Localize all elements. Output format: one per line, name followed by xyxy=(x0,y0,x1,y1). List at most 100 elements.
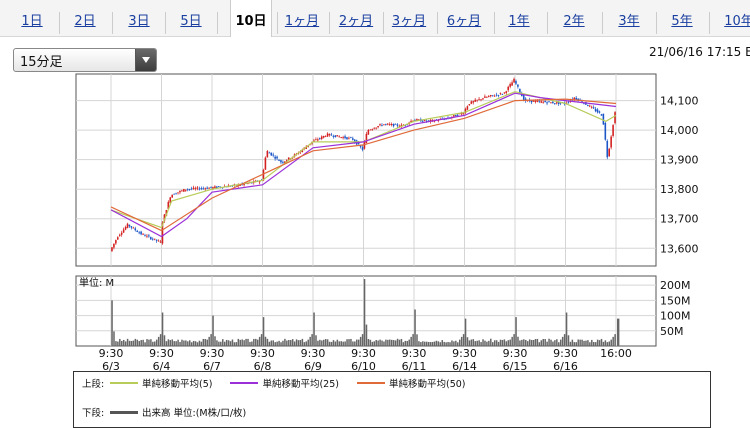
volume-bar xyxy=(412,334,414,346)
candle-body xyxy=(491,95,494,97)
volume-bar xyxy=(437,341,440,346)
tab-0[interactable]: 1日 xyxy=(21,14,43,29)
volume-bar xyxy=(264,336,267,346)
volume-bar xyxy=(352,341,354,346)
volume-bar xyxy=(227,340,230,346)
volume-bar xyxy=(175,341,177,346)
volume-bar xyxy=(361,334,364,346)
volume-bar xyxy=(251,341,253,346)
candle-body xyxy=(155,239,158,241)
candle-body xyxy=(392,123,395,127)
volume-bar xyxy=(612,336,614,346)
volume-bar xyxy=(396,338,399,346)
candle-body xyxy=(478,98,480,100)
volume-bar xyxy=(188,340,191,346)
volume-bar xyxy=(216,340,218,346)
volume-bar xyxy=(187,341,189,346)
volume-bar xyxy=(441,340,443,346)
volume-bar xyxy=(521,339,523,346)
tab-separator xyxy=(655,12,657,34)
volume-bar xyxy=(470,339,473,346)
tab-3[interactable]: 5日 xyxy=(180,14,202,29)
candle-body xyxy=(124,227,127,230)
candle-body xyxy=(142,233,144,235)
volume-bar xyxy=(152,341,154,346)
legend-upper-label: 上段: xyxy=(82,379,105,390)
tab-separator xyxy=(382,12,384,34)
tab-9[interactable]: 1年 xyxy=(508,14,530,29)
tab-12[interactable]: 5年 xyxy=(671,14,693,29)
volume-bar xyxy=(540,340,543,346)
volume-bar xyxy=(272,340,275,346)
tab-13[interactable]: 10年 xyxy=(724,14,750,29)
candle-body xyxy=(348,137,350,139)
candle-body xyxy=(414,120,416,121)
candle-body xyxy=(464,108,467,114)
tab-8[interactable]: 6ヶ月 xyxy=(446,14,482,29)
volume-bar xyxy=(610,339,612,346)
volume-bar xyxy=(536,338,539,346)
tab-5[interactable]: 1ヶ月 xyxy=(284,14,320,29)
moving-average-line-1 xyxy=(110,92,617,238)
tab-separator xyxy=(329,12,330,34)
tab-11[interactable]: 3年 xyxy=(618,14,640,29)
x-time-label: 9:30 xyxy=(351,347,376,360)
candle-body xyxy=(489,95,492,97)
tab-10[interactable]: 2年 xyxy=(563,14,585,29)
candle-body xyxy=(421,120,424,122)
volume-bar xyxy=(476,340,478,346)
volume-bar xyxy=(229,341,232,346)
candle-body xyxy=(328,133,331,136)
candle-body xyxy=(497,94,500,96)
volume-bar xyxy=(260,334,263,346)
candle-body xyxy=(474,99,476,102)
x-date-label: 6/16 xyxy=(553,360,578,373)
volume-bar xyxy=(542,339,544,346)
candle-body xyxy=(258,181,261,183)
tab-4[interactable]: 10日 xyxy=(230,0,272,37)
candle-body xyxy=(554,103,556,104)
candle-body xyxy=(212,187,214,189)
candle-body xyxy=(181,190,183,192)
tab-7[interactable]: 3ヶ月 xyxy=(391,14,427,29)
candle-body xyxy=(466,106,469,110)
volume-bar xyxy=(200,341,203,346)
candle-body xyxy=(398,126,401,127)
candle-body xyxy=(330,134,333,136)
volume-bar xyxy=(511,336,513,346)
tab-separator xyxy=(546,12,548,34)
candle-body xyxy=(268,152,271,154)
volume-bar xyxy=(387,339,389,346)
volume-bar xyxy=(497,341,500,346)
volume-bar xyxy=(192,340,195,346)
candle-body xyxy=(499,93,502,95)
volume-bar xyxy=(309,336,311,346)
volume-bar xyxy=(546,341,548,346)
candle-body xyxy=(342,137,344,139)
volume-bar xyxy=(554,340,556,346)
volume-bar xyxy=(324,339,327,346)
tab-1[interactable]: 2日 xyxy=(74,14,96,29)
candle-body xyxy=(214,186,216,188)
volume-bar xyxy=(233,342,236,346)
candle-body xyxy=(202,188,205,190)
candle-body xyxy=(284,161,286,164)
volume-bar xyxy=(530,339,533,346)
volume-bar xyxy=(359,336,362,346)
x-time-label: 9:30 xyxy=(402,347,427,360)
tab-2[interactable]: 3日 xyxy=(128,14,150,29)
interval-select[interactable]: 15分足 xyxy=(13,48,157,72)
candle-body xyxy=(128,224,131,227)
volume-bar xyxy=(410,336,412,346)
volume-bar xyxy=(288,340,290,346)
volume-bar xyxy=(488,340,490,346)
candle-body xyxy=(546,102,548,104)
legend-lower-label: 下段: xyxy=(82,408,105,419)
volume-bar xyxy=(163,335,166,346)
candle-body xyxy=(484,96,486,98)
volume-bar xyxy=(523,339,525,346)
chevron-down-icon[interactable] xyxy=(135,49,156,71)
tab-6[interactable]: 2ヶ月 xyxy=(338,14,374,29)
volume-bar xyxy=(350,338,352,346)
